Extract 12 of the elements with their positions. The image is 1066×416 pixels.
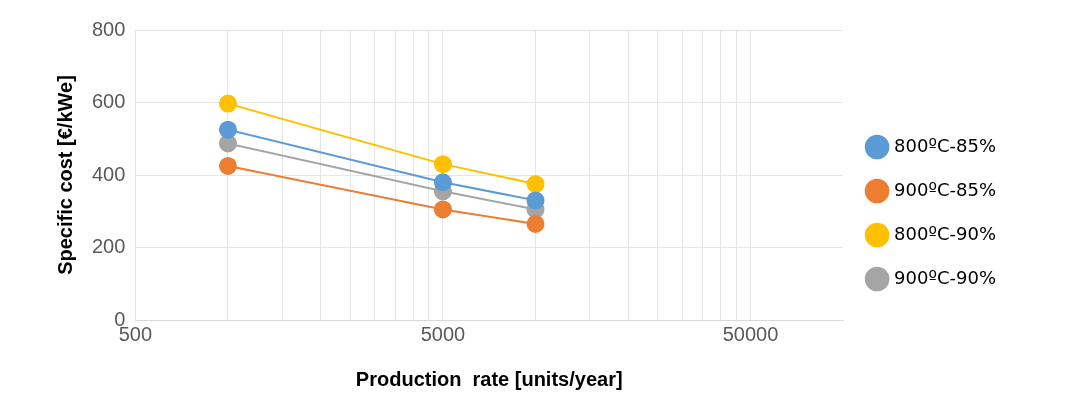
legend-label: 800ºC-85% — [894, 134, 997, 156]
legend-label: 900ºC-85% — [894, 178, 997, 200]
y-tick-label: 800 — [91, 17, 126, 40]
y-tick-label: 600 — [91, 90, 126, 113]
legend-label: 800ºC-90% — [894, 222, 997, 244]
y-tick-label: 400 — [91, 162, 126, 185]
x-tick-label: 50000 — [722, 322, 779, 345]
y-tick-label: 200 — [91, 235, 126, 258]
x-tick-label: 5000 — [420, 322, 466, 345]
legend-label: 900ºC-90% — [894, 266, 997, 288]
x-axis-title: Production rate [units/year] — [355, 367, 623, 390]
y-axis-title: Specific cost [€/kWe] — [53, 75, 76, 275]
